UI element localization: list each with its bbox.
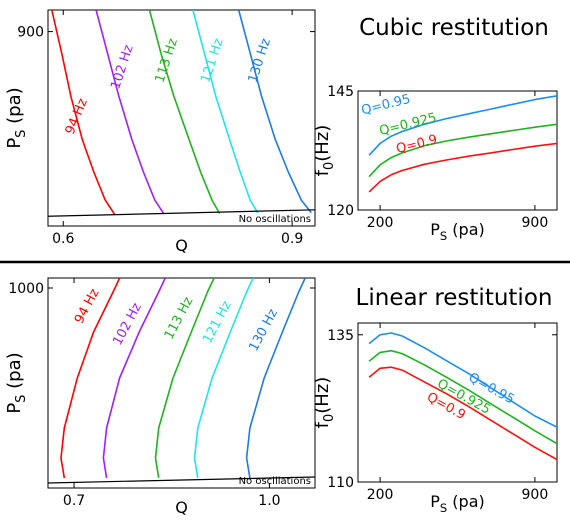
- x-tick-label: 1.0: [258, 493, 280, 509]
- no-oscillations-annotation: No oscillations: [239, 214, 311, 225]
- chart-title: Linear restitution: [356, 285, 553, 311]
- oscillation-threshold-line: [48, 476, 315, 484]
- x-tick-label: 200: [367, 487, 394, 503]
- series-line-113: [148, 10, 221, 214]
- plot-frame: [47, 9, 316, 227]
- series-label-121: 121 Hz: [200, 299, 235, 346]
- series-line-121: [193, 278, 254, 479]
- chart-title: Cubic restitution: [359, 15, 549, 41]
- x-tick-label: 200: [367, 215, 394, 231]
- series-line-q095: [368, 332, 557, 428]
- series-line-q0925: [368, 349, 557, 445]
- series-label-q095: Q=0.95: [360, 92, 412, 119]
- x-tick-label: 900: [522, 215, 549, 231]
- series-label-102: 102 Hz: [108, 43, 136, 91]
- series-label-94: 94 Hz: [72, 286, 103, 326]
- plot-frame: [47, 277, 316, 489]
- y-tick-label: 135: [327, 328, 354, 344]
- x-tick-label: 0.6: [52, 231, 74, 247]
- y-tick-label: 120: [327, 203, 354, 219]
- y-axis-title: f0(Hz): [312, 125, 337, 177]
- no-oscillations-annotation: No oscillations: [239, 476, 311, 487]
- y-axis-title: PS (pa): [4, 87, 29, 148]
- series-label-94: 94 Hz: [63, 96, 91, 136]
- series-line-102: [102, 278, 166, 479]
- series-line-102: [95, 10, 165, 215]
- x-tick-label: 0.7: [63, 493, 85, 509]
- x-axis-title: PS (pa): [430, 492, 485, 515]
- series-label-q090: Q=0.9: [395, 132, 439, 157]
- series-label-113: 113 Hz: [153, 37, 181, 85]
- series-line-q090: [368, 142, 557, 193]
- series-line-q095: [368, 95, 557, 156]
- series-label-113: 113 Hz: [162, 295, 197, 342]
- x-axis-title: Q: [175, 236, 188, 255]
- y-tick-label: 110: [327, 475, 354, 491]
- y-tick-label: 900: [17, 25, 44, 41]
- oscillation-threshold-line: [48, 209, 315, 217]
- x-axis-title: PS (pa): [430, 220, 485, 243]
- series-line-130: [237, 10, 312, 214]
- y-axis-title: f0(Hz): [312, 377, 337, 429]
- series-line-q0925: [368, 123, 557, 178]
- y-tick-label: 1000: [8, 281, 44, 297]
- x-axis-title: Q: [175, 498, 188, 517]
- y-tick-label: 145: [327, 84, 354, 100]
- series-label-130: 130 Hz: [246, 37, 274, 85]
- series-label-102: 102 Hz: [110, 301, 145, 348]
- plot-frame: [357, 90, 558, 211]
- series-line-94: [51, 10, 116, 215]
- series-line-94: [60, 278, 121, 479]
- series-line-q090: [368, 366, 557, 461]
- plot-frame: [357, 322, 558, 483]
- series-line-113: [154, 278, 215, 479]
- x-tick-label: 900: [522, 487, 549, 503]
- x-tick-label: 0.9: [281, 231, 303, 247]
- y-axis-title: PS (pa): [4, 352, 29, 413]
- series-line-130: [245, 278, 306, 479]
- series-line-121: [192, 10, 259, 214]
